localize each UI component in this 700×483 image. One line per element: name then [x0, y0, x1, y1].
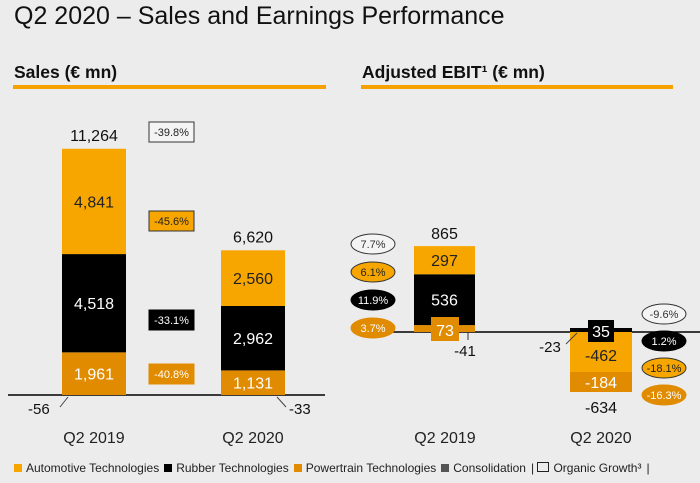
- sales-change-box: [148, 363, 195, 385]
- ebit-category-label: Q2 2019: [414, 430, 475, 447]
- ebit-title-rule: [361, 85, 673, 89]
- ebit-margin-badge: [641, 357, 687, 379]
- ebit-label-rubber: 35: [592, 324, 610, 341]
- ebit-margin-label: 11.9%: [358, 295, 389, 307]
- ebit-margin-label: 1.2%: [651, 336, 676, 348]
- legend-swatch: [441, 464, 450, 472]
- legend-item: Consolidation: [441, 461, 526, 475]
- ebit-label-box-rubber: [588, 320, 614, 342]
- legend-label: Rubber Technologies: [176, 461, 289, 475]
- ebit-margin-badge: [641, 303, 687, 325]
- ebit-consolidation-label: -23: [539, 339, 561, 356]
- sales-label-rubber: 2,962: [233, 331, 273, 348]
- ebit-margin-badge: [350, 289, 396, 311]
- sales-change-label: -40.8%: [154, 369, 189, 381]
- ebit-margin-badge: [641, 384, 687, 406]
- ebit-label-automotive: -462: [585, 348, 617, 365]
- sales-consolidation-label: -56: [28, 401, 50, 418]
- ebit-label-box-powertrain: [431, 317, 459, 341]
- ebit-bar-rubber: [414, 274, 475, 326]
- ebit-total-label: -634: [585, 400, 617, 417]
- sales-change-box: [148, 309, 195, 331]
- page-title: Q2 2020 – Sales and Earnings Performance: [14, 2, 505, 30]
- ebit-category-label: Q2 2020: [570, 430, 631, 447]
- sales-bar-automotive: [221, 250, 285, 306]
- legend-item: Rubber Technologies: [164, 461, 289, 475]
- sales-consolidation-leader: [276, 396, 287, 408]
- sales-change-box: [148, 210, 195, 232]
- ebit-chart-title: Adjusted EBIT¹ (€ mn): [362, 62, 545, 82]
- ebit-label-powertrain: 73: [436, 323, 454, 340]
- ebit-margin-label: 6.1%: [360, 267, 385, 279]
- sales-change-label: -39.8%: [154, 127, 189, 139]
- sales-bar-automotive: [62, 148, 126, 255]
- sales-bar-rubber: [221, 305, 285, 371]
- sales-label-automotive: 4,841: [74, 194, 114, 211]
- ebit-margin-badge: [350, 233, 396, 255]
- sales-total-label: 11,264: [70, 128, 118, 145]
- legend-item: Powertrain Technologies: [293, 461, 437, 475]
- sales-bar-rubber: [62, 254, 126, 353]
- legend-swatch: [293, 464, 302, 472]
- sales-label-automotive: 2,560: [233, 271, 273, 288]
- legend-label: Powertrain Technologies: [305, 461, 437, 475]
- ebit-consolidation-leader: [565, 332, 578, 345]
- legend-separator: |: [646, 461, 650, 475]
- sales-label-powertrain: 1,961: [74, 367, 114, 384]
- sales-consolidation-leader: [59, 396, 69, 408]
- ebit-margin-label: -18.1%: [647, 363, 682, 375]
- sales-change-box: [148, 121, 195, 143]
- sales-label-powertrain: 1,131: [233, 376, 273, 393]
- legend-swatch: [164, 464, 173, 472]
- sales-category-label: Q2 2019: [63, 430, 124, 447]
- ebit-margin-badge: [350, 317, 396, 339]
- sales-consolidation-label: -33: [289, 401, 311, 418]
- ebit-label-rubber: 536: [431, 293, 458, 310]
- legend-swatch: [14, 464, 22, 472]
- ebit-bar-automotive: [414, 246, 475, 275]
- ebit-consolidation-label: -41: [454, 343, 476, 360]
- legend-item: Automotive Technologies: [14, 461, 159, 475]
- legend-item: Organic Growth³: [537, 461, 641, 475]
- legend: Automotive Technologies Rubber Technologi…: [14, 461, 650, 475]
- ebit-margin-label: 3.7%: [360, 323, 385, 335]
- sales-bar-powertrain: [62, 352, 126, 395]
- sales-category-label: Q2 2020: [222, 430, 283, 447]
- legend-label: Consolidation: [453, 461, 526, 475]
- ebit-margin-label: -9.6%: [650, 309, 679, 321]
- ebit-margin-label: -16.3%: [647, 390, 682, 402]
- legend-separator: |: [530, 461, 538, 475]
- sales-title-rule: [13, 85, 326, 89]
- sales-bar-powertrain: [221, 370, 285, 395]
- sales-change-label: -33.1%: [154, 315, 189, 327]
- sales-chart-title: Sales (€ mn): [14, 62, 118, 82]
- sales-change-label: -45.6%: [154, 216, 189, 228]
- sales-label-rubber: 4,518: [74, 296, 114, 313]
- ebit-margin-label: 7.7%: [360, 239, 385, 251]
- legend-label: Automotive Technologies: [26, 461, 160, 475]
- ebit-label-automotive: 297: [431, 253, 458, 270]
- ebit-margin-badge: [350, 261, 396, 283]
- sales-total-label: 6,620: [233, 229, 273, 246]
- legend-label: Organic Growth³: [553, 461, 642, 475]
- ebit-bar-powertrain: [570, 372, 632, 392]
- ebit-total-label: 865: [431, 226, 458, 243]
- ebit-margin-badge: [641, 330, 687, 352]
- ebit-label-powertrain: -184: [585, 375, 617, 392]
- legend-swatch: [537, 462, 550, 472]
